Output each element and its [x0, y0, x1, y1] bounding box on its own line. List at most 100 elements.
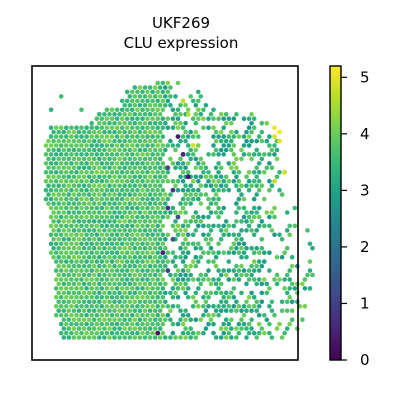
data-spot	[81, 263, 87, 269]
data-spot	[163, 147, 168, 153]
data-spot	[127, 317, 133, 323]
data-spot	[221, 268, 226, 273]
data-spot	[160, 304, 166, 309]
data-spot	[190, 304, 196, 309]
data-spot	[71, 308, 77, 314]
data-spot	[173, 183, 178, 188]
data-spot	[183, 228, 188, 233]
data-spot	[79, 259, 84, 264]
data-spot	[163, 174, 168, 180]
data-spot	[239, 317, 244, 323]
data-spot	[109, 152, 115, 157]
data-spot	[147, 290, 153, 296]
data-spot	[155, 304, 160, 309]
data-spot	[269, 308, 275, 314]
data-spot	[89, 143, 94, 148]
data-spot	[155, 89, 160, 95]
data-spot	[137, 192, 143, 197]
data-spot	[180, 250, 186, 255]
data-spot	[132, 317, 138, 323]
data-spot	[180, 232, 186, 238]
data-spot	[58, 304, 64, 309]
data-spot	[142, 263, 148, 269]
data-spot	[43, 170, 49, 175]
data-spot	[292, 223, 298, 229]
data-spot	[239, 147, 244, 153]
data-spot	[208, 237, 214, 242]
data-spot	[244, 281, 249, 287]
data-spot	[168, 192, 173, 197]
data-spot	[165, 170, 171, 175]
data-spot	[64, 205, 69, 211]
data-spot	[188, 335, 193, 340]
data-spot	[122, 120, 127, 126]
data-spot	[170, 223, 176, 229]
data-spot	[241, 152, 247, 157]
data-spot	[234, 112, 239, 117]
data-spot	[140, 241, 145, 247]
data-spot	[231, 295, 237, 300]
data-spot	[94, 223, 100, 229]
data-spot	[69, 241, 74, 247]
data-spot	[170, 330, 176, 336]
data-spot	[264, 138, 270, 144]
data-spot	[272, 214, 277, 220]
data-spot	[231, 161, 237, 166]
data-spot	[53, 268, 59, 273]
data-spot	[216, 277, 221, 282]
data-spot	[203, 237, 209, 242]
data-spot	[229, 290, 234, 296]
data-spot	[64, 259, 69, 264]
data-spot	[130, 312, 135, 318]
data-spot	[160, 205, 166, 211]
data-spot	[119, 295, 125, 300]
data-spot	[48, 170, 54, 175]
data-spot	[107, 147, 112, 153]
data-spot	[251, 295, 257, 300]
data-spot	[117, 165, 122, 171]
data-spot	[168, 138, 173, 144]
data-spot	[229, 335, 234, 340]
data-spot	[259, 219, 265, 224]
data-spot	[61, 138, 67, 144]
data-spot	[221, 152, 226, 157]
data-spot	[264, 290, 270, 296]
data-spot	[124, 304, 130, 309]
data-spot	[249, 129, 254, 135]
data-spot	[277, 170, 282, 175]
data-spot	[246, 268, 252, 273]
data-spot	[94, 143, 100, 148]
data-spot	[61, 281, 67, 287]
data-spot	[109, 321, 115, 327]
data-spot	[99, 295, 105, 300]
data-spot	[198, 317, 204, 323]
data-spot	[145, 143, 150, 148]
data-spot	[112, 290, 117, 296]
data-spot	[251, 304, 257, 309]
data-spot	[152, 254, 158, 260]
data-spot	[94, 321, 100, 327]
data-spot	[117, 156, 122, 162]
data-spot	[97, 183, 102, 188]
data-spot	[91, 201, 97, 206]
data-spot	[140, 98, 145, 104]
data-spot	[160, 89, 166, 95]
data-spot	[137, 219, 143, 224]
data-spot	[251, 259, 257, 264]
data-spot	[147, 228, 153, 233]
data-spot	[246, 125, 252, 130]
data-spot	[150, 116, 155, 121]
data-spot	[193, 165, 199, 171]
data-spot	[157, 85, 163, 90]
data-spot	[86, 183, 92, 188]
data-spot	[198, 254, 204, 260]
data-spot	[165, 80, 171, 86]
data-spot	[56, 219, 61, 224]
data-spot	[97, 308, 102, 314]
data-spot	[188, 317, 193, 323]
data-spot	[147, 112, 153, 117]
data-spot	[183, 317, 188, 323]
data-spot	[175, 187, 181, 193]
data-spot	[135, 312, 140, 318]
data-spot	[170, 125, 176, 130]
